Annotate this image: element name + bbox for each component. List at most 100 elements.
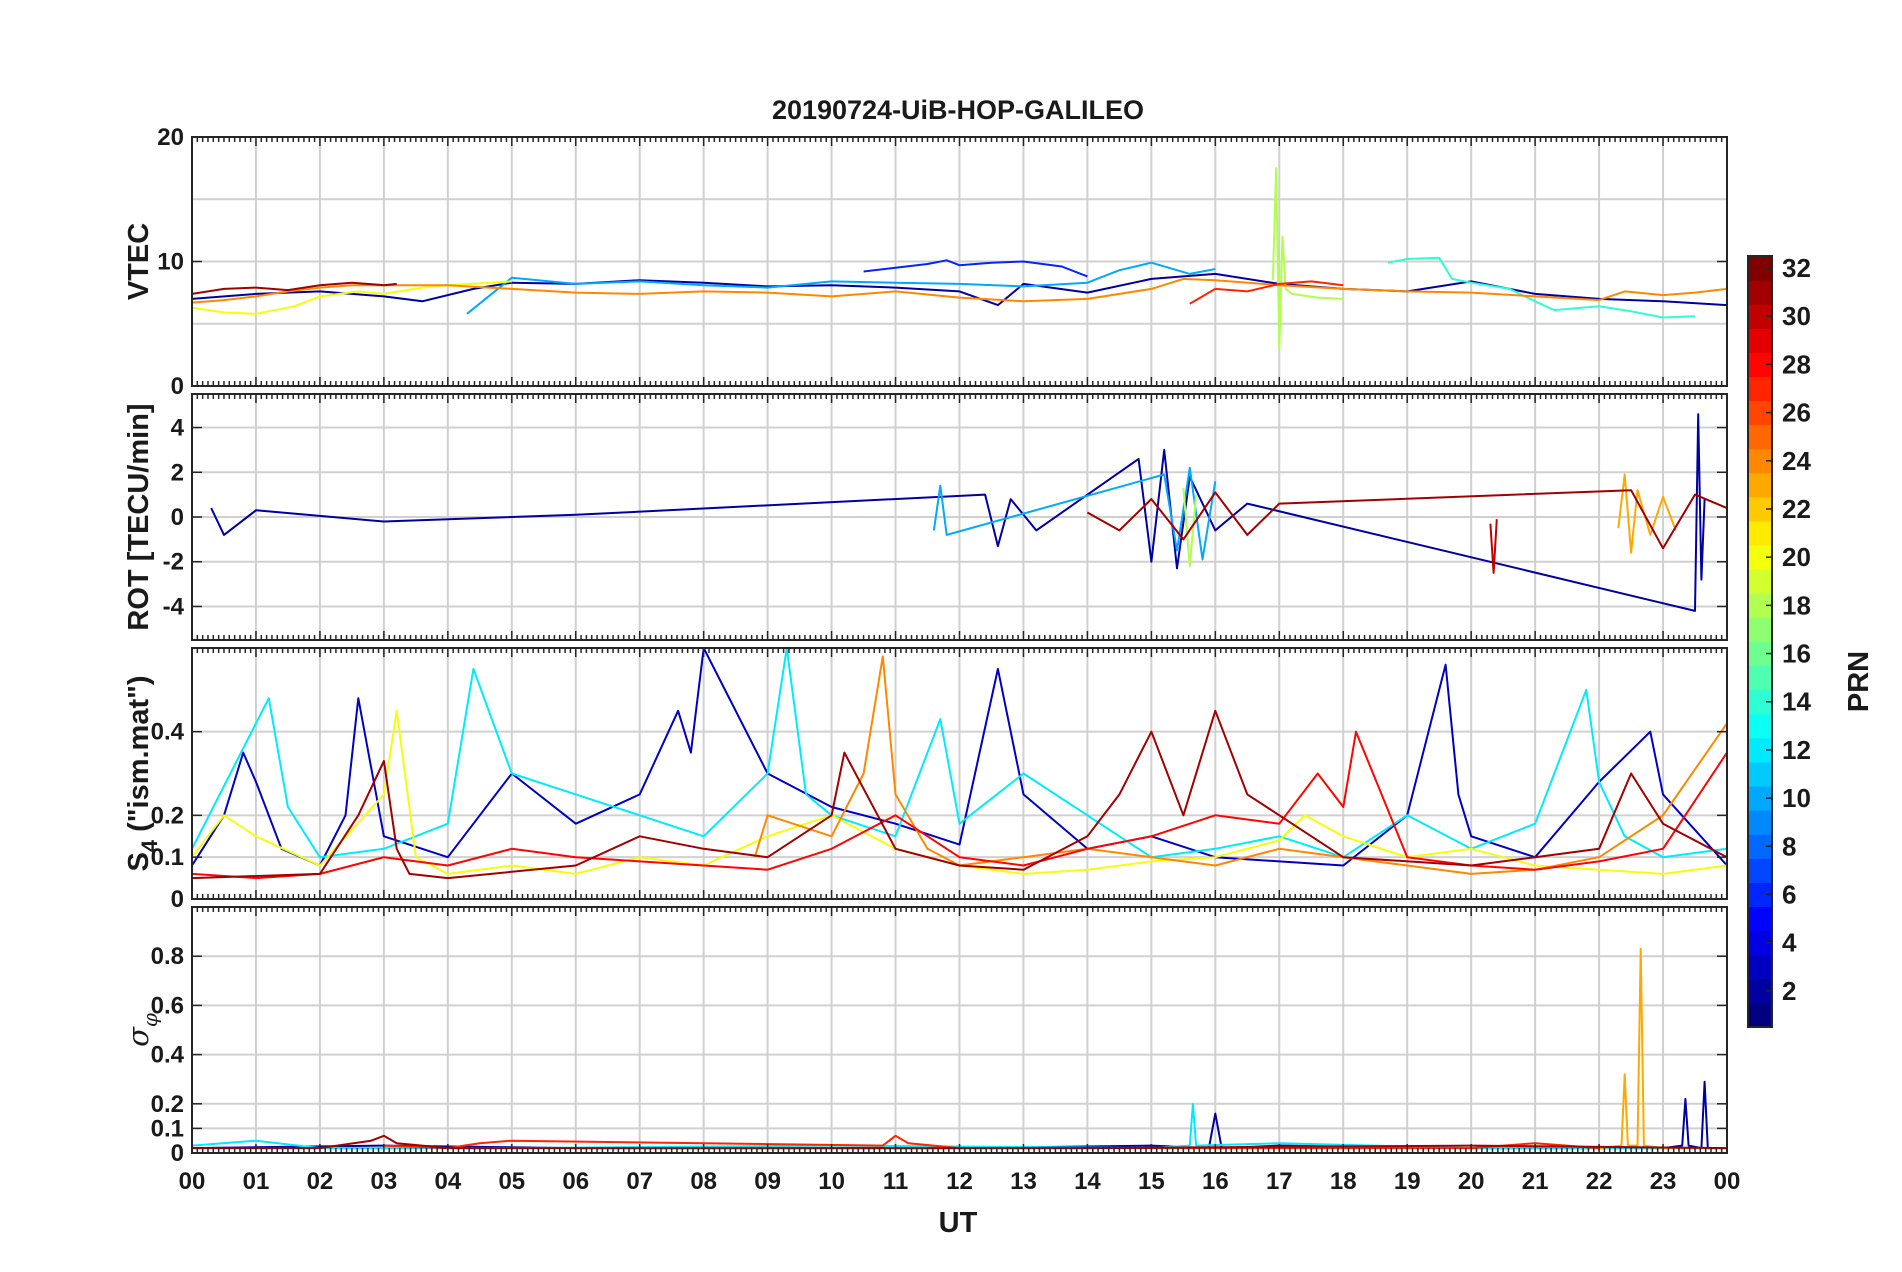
x-tick-label: 16 [1202, 1168, 1229, 1195]
x-tick-label: 14 [1074, 1168, 1101, 1195]
series-line-prn-31 [1086, 489, 1727, 550]
series-line-prn-18 [1182, 487, 1198, 568]
y-axis-label-rot: ROT [TECU/min] [123, 403, 155, 630]
series-line-prn-31 [192, 709, 1727, 880]
y-tick-label: 20 [157, 124, 184, 151]
series-line-prn-10 [932, 466, 1217, 561]
y-tick-label: -2 [163, 549, 184, 576]
x-tick-label: 00 [1714, 1168, 1741, 1195]
x-tick-label: 12 [946, 1168, 973, 1195]
x-tick-label: 22 [1586, 1168, 1613, 1195]
y-axis-label-vtec: VTEC [123, 223, 155, 300]
series-line-prn-10 [466, 261, 1216, 315]
colorbar-tick-label: 30 [1782, 301, 1811, 331]
colorbar-tick-label: 14 [1782, 687, 1811, 717]
colorbar-swatch [1748, 376, 1772, 402]
chart-title: 20190724-UiB-HOP-GALILEO [772, 95, 1144, 125]
y-tick-label: 0 [171, 1140, 184, 1167]
colorbar-tick-label: 24 [1782, 446, 1811, 476]
x-tick-label: 04 [434, 1168, 461, 1195]
colorbar-tick-label: 22 [1782, 494, 1811, 524]
colorbar-tick-label: 28 [1782, 349, 1811, 379]
x-tick-label: 11 [883, 1168, 908, 1195]
y-tick-label: 0.6 [151, 992, 184, 1019]
x-tick-label: 00 [179, 1168, 206, 1195]
series-line-prn-20 [192, 280, 512, 315]
colorbar-label: PRN [1843, 651, 1875, 712]
series-group [192, 167, 1727, 350]
colorbar-swatch [1748, 328, 1772, 353]
series-line-prn-6 [863, 259, 1088, 278]
colorbar-tick-label: 20 [1782, 542, 1811, 572]
colorbar-swatch [1748, 280, 1772, 305]
y-axis-label-s4: S4 ("ism.mat") [123, 675, 162, 871]
colorbar-tick-label: 18 [1782, 590, 1811, 620]
x-tick-label: 05 [498, 1168, 525, 1195]
panel-sigma_phi: 00.10.2 0.4 0.6 0.8 σφ [121, 906, 1728, 1167]
x-tick-label: 21 [1522, 1168, 1549, 1195]
x-tick-labels: 00 01 02 03 04 05 06 07 08 09 10 11 12 13 14 15 16 17 18 19… [179, 1168, 1741, 1195]
colorbar-swatch [1748, 906, 1772, 932]
series-line-prn-28 [192, 730, 1727, 880]
colorbar-tick-label: 8 [1782, 831, 1796, 861]
colorbar-swatch [1748, 521, 1772, 546]
x-tick-label: 17 [1266, 1168, 1293, 1195]
x-tick-label: 13 [1010, 1168, 1037, 1195]
series-line-prn-12 [192, 648, 1727, 859]
x-tick-label: 15 [1138, 1168, 1165, 1195]
y-axis-label-sigma_phi: σφ [121, 1013, 162, 1047]
y-tick-label: 0 [171, 373, 184, 400]
y-tick-label: 2 [171, 459, 184, 486]
x-tick-label: 06 [562, 1168, 589, 1195]
y-tick-label: 0 [171, 886, 184, 913]
colorbar-tick-label: 10 [1782, 783, 1811, 813]
series-group [210, 413, 1727, 612]
x-tick-label: 18 [1330, 1168, 1357, 1195]
colorbar-tick-label: 2 [1782, 976, 1796, 1006]
x-tick-label: 20 [1458, 1168, 1485, 1195]
y-tick-label: 10 [157, 249, 184, 276]
x-axis-label: UT [939, 1207, 978, 1239]
x-tick-label: 09 [754, 1168, 781, 1195]
colorbar-tick-label: 6 [1782, 879, 1796, 909]
y-tick-label: 0.8 [151, 943, 184, 970]
series-line-prn-30 [1489, 519, 1498, 574]
panel-rot: -4 -2 0 2 4 ROT [TECU/min] [123, 393, 1728, 641]
colorbar-swatch [1748, 810, 1772, 835]
x-tick-label: 19 [1394, 1168, 1421, 1195]
colorbar-tick-label: 26 [1782, 398, 1811, 428]
series-line-prn-24 [192, 277, 1727, 304]
x-tick-label: 07 [626, 1168, 653, 1195]
x-tick-label: 02 [307, 1168, 334, 1195]
series-line-prn-31 [192, 281, 397, 295]
x-tick-label: 01 [243, 1168, 270, 1195]
colorbar-swatch [1748, 424, 1772, 450]
x-tick-label: 23 [1650, 1168, 1677, 1195]
y-tick-label: -4 [163, 593, 185, 620]
y-tick-label: 0.1 [151, 844, 184, 871]
colorbar-tick-label: 12 [1782, 735, 1811, 765]
x-tick-label: 08 [690, 1168, 717, 1195]
colorbar-swatch [1748, 617, 1772, 642]
colorbar-swatch [1748, 1002, 1772, 1028]
colorbar-tick-label: 16 [1782, 639, 1811, 669]
colorbar-tick-label: 4 [1782, 928, 1797, 958]
colorbar-swatch [1748, 472, 1772, 498]
y-tick-label: 4 [171, 415, 185, 442]
colorbar-frame [1747, 255, 1773, 1028]
series-line-prn-3 [192, 648, 1727, 867]
colorbar-swatch [1748, 665, 1772, 691]
series-line-prn-18 [1271, 167, 1344, 350]
y-tick-label: 0.4 [151, 1042, 185, 1069]
y-tick-label: 0.2 [151, 1091, 184, 1118]
x-tick-label: 10 [818, 1168, 845, 1195]
panel-s4: 0 0.1 0.2 0.4S4 ("ism.mat") [123, 647, 1728, 913]
series-line-prn-24 [753, 655, 1727, 875]
y-tick-label: 0.1 [151, 1115, 184, 1142]
series-line-prn-2 [192, 272, 1727, 307]
colorbar-swatch [1748, 858, 1772, 883]
colorbar-swatch [1748, 954, 1772, 980]
series-line-prn-27 [1189, 280, 1344, 305]
